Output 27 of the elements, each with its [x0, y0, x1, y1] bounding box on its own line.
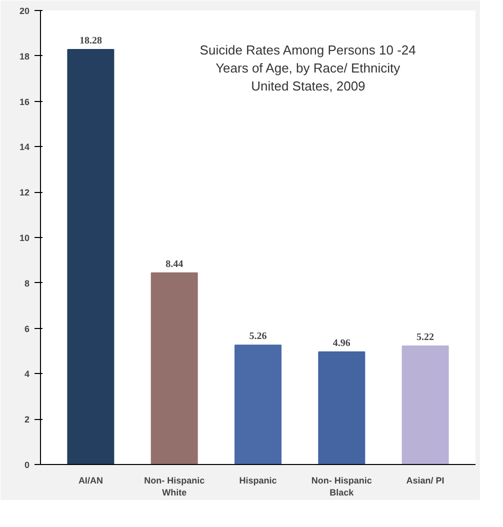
- text: Suicide Rates Among Persons 10 -24 Years of Age, by Race/ Ethnicity United States, 2009: [200, 42, 416, 94]
- data-label: 5.26: [249, 331, 267, 342]
- y-tick-label: 6: [24, 324, 30, 334]
- y-tick-label: 16: [19, 96, 30, 107]
- data-label: 4.96: [332, 338, 350, 349]
- x-tick-label: Asian/ PI: [406, 476, 444, 486]
- y-tick-label: 4: [24, 369, 30, 380]
- data-label: 18.28: [79, 36, 102, 47]
- x-tick-label: AI/AN: [78, 476, 103, 486]
- bar: [67, 49, 114, 464]
- bar: [402, 346, 449, 464]
- y-tick-label: 2: [24, 414, 30, 425]
- x-tick-label: Hispanic: [239, 476, 277, 486]
- bar: [150, 272, 198, 464]
- y-tick-label: 12: [19, 188, 30, 198]
- y-tick-label: 0: [24, 460, 30, 470]
- bar: [234, 344, 282, 464]
- y-tick-label: 18: [19, 51, 30, 62]
- data-label: 8.44: [166, 258, 184, 270]
- y-tick-label: 10: [19, 233, 30, 243]
- data-label: 5.22: [416, 332, 434, 344]
- x-tick-label: Non- Hispanic Black: [311, 476, 372, 498]
- bar: [318, 351, 366, 464]
- y-tick-label: 8: [24, 278, 30, 288]
- y-tick-label: 20: [19, 6, 30, 16]
- y-tick-label: 14: [19, 142, 30, 152]
- x-tick-label: Non- Hispanic White: [144, 476, 205, 498]
